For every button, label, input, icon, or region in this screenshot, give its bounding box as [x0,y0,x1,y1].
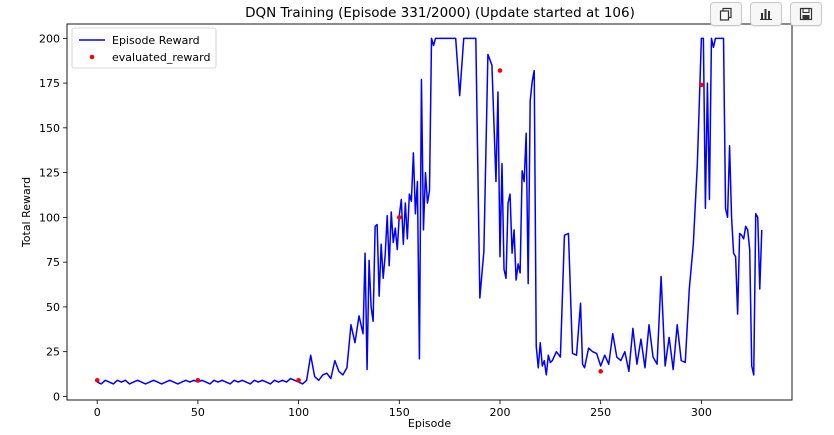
figure-toolbar [710,2,822,26]
x-axis-label: Episode [408,417,451,430]
evaluated-reward-point [94,378,100,383]
legend-dot-swatch [89,54,95,60]
x-tick-label: 250 [590,406,611,419]
x-tick-label: 0 [94,406,101,419]
evaluated-reward-point [396,215,402,220]
y-tick-label: 25 [46,346,60,359]
y-tick-label: 100 [39,211,60,224]
evaluated-reward-point [296,378,301,383]
evaluated-reward-point [598,369,603,374]
y-tick-label: 50 [46,301,60,314]
y-tick-label: 150 [39,122,60,135]
plot-frame [66,23,793,401]
evaluated-reward-point [497,68,503,73]
y-axis-label: Total Reward [20,177,33,248]
episode-reward-line [96,37,763,385]
y-tick-label: 175 [39,77,60,90]
bar-chart-icon [760,9,772,20]
legend-box [71,27,217,69]
copy-button[interactable] [710,2,742,26]
copy-icon [719,7,732,21]
x-tick-label: 100 [288,406,309,419]
chart-button[interactable] [750,2,782,26]
legend-label-episode-reward: Episode Reward [112,34,200,47]
evaluated-reward-point [699,82,704,88]
x-tick-label: 150 [389,406,410,419]
save-icon [799,7,813,21]
y-tick-label: 125 [39,167,60,180]
legend-label-evaluated-reward: evaluated_reward [112,51,210,64]
x-tick-label: 300 [691,406,712,419]
y-tick-label: 200 [39,32,60,45]
evaluated-reward-point [195,378,201,383]
y-tick-label: 75 [46,256,60,269]
x-tick-label: 50 [191,406,205,419]
x-tick-label: 200 [489,406,510,419]
save-button[interactable] [790,2,822,26]
chart-title: DQN Training (Episode 331/2000) (Update … [245,5,635,21]
y-tick-label: 0 [53,390,60,403]
